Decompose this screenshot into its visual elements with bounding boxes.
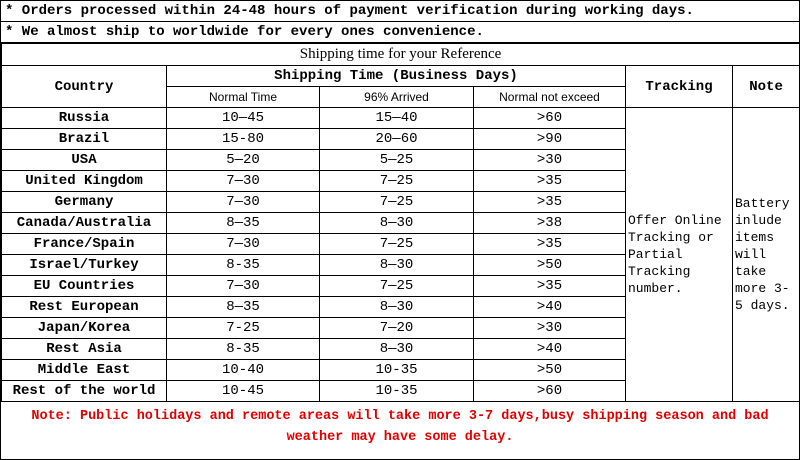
country-cell: Middle East [1, 359, 167, 381]
time-cell: >50 [473, 254, 626, 276]
country-cell: Rest of the world [1, 380, 167, 402]
time-cell: 8-35 [166, 254, 320, 276]
time-cell: 7—25 [319, 233, 474, 255]
note-cell: Battery inlude items will take more 3-5 … [731, 107, 800, 402]
time-cell: 20—60 [319, 128, 474, 150]
time-cell: >35 [473, 191, 626, 213]
data-row: United Kingdom 7—30 7—25 >35 [1, 170, 800, 192]
time-cell: 8—30 [319, 212, 474, 234]
time-cell: 7—25 [319, 191, 474, 213]
time-cell: >30 [473, 149, 626, 171]
time-cell: 7—30 [166, 233, 320, 255]
time-cell: >38 [473, 212, 626, 234]
time-cell: 8—30 [319, 338, 474, 360]
country-cell: Germany [1, 191, 167, 213]
header-cell: Country [1, 65, 167, 108]
time-cell: 10-40 [166, 359, 320, 381]
time-cell: 5—20 [166, 149, 320, 171]
header-cell: 96% Arrived [319, 86, 474, 108]
header-cell: Normal not exceed [473, 86, 626, 108]
country-cell: Russia [1, 107, 167, 129]
country-cell: France/Spain [1, 233, 167, 255]
data-row: Canada/Australia 8—35 8—30 >38 [1, 212, 800, 234]
time-cell: 15—40 [319, 107, 474, 129]
data-row: USA 5—20 5—25 >30 [1, 149, 800, 171]
time-cell: 7—20 [319, 317, 474, 339]
time-cell: 8—30 [319, 254, 474, 276]
time-cell: 7—25 [319, 170, 474, 192]
data-row: Russia 10—45 15—40 >60 Offer Online Tracking… [1, 107, 800, 402]
header-cell: Normal Time [166, 86, 320, 108]
country-cell: Rest European [1, 296, 167, 318]
time-cell: 7—25 [319, 275, 474, 297]
time-cell: >35 [473, 275, 626, 297]
country-cell: EU Countries [1, 275, 167, 297]
time-cell: >40 [473, 296, 626, 318]
header-cell: Tracking [625, 65, 733, 108]
time-cell: >50 [473, 359, 626, 381]
time-cell: 10-35 [319, 359, 474, 381]
time-cell: 10-35 [319, 380, 474, 402]
country-cell: Israel/Turkey [1, 254, 167, 276]
data-row: Rest of the world 10-45 10-35 >60 [1, 380, 800, 402]
time-cell: >35 [473, 170, 626, 192]
time-cell: 8—35 [166, 296, 320, 318]
header-row: Country Shipping Time (Business Days) Tr… [1, 65, 800, 108]
time-cell: 7-25 [166, 317, 320, 339]
table-title: Shipping time for your Reference [0, 43, 800, 66]
time-cell: 8-35 [166, 338, 320, 360]
data-row: Rest European 8—35 8—30 >40 [1, 296, 800, 318]
time-cell: >35 [473, 233, 626, 255]
tracking-cell: Offer Online Tracking or Partial Trackin… [625, 107, 733, 402]
country-cell: United Kingdom [1, 170, 167, 192]
title-row: Shipping time for your Reference [0, 43, 800, 66]
data-row: Rest Asia 8-35 8—30 >40 [1, 338, 800, 360]
note-line: * Orders processed within 24-48 hours of… [1, 1, 799, 22]
header-cell: Note [731, 65, 800, 108]
time-cell: >90 [473, 128, 626, 150]
footer-note: Note: Public holidays and remote areas w… [31, 409, 769, 445]
time-cell: 8—35 [166, 212, 320, 234]
data-row: Germany 7—30 7—25 >35 [1, 191, 800, 213]
data-row: EU Countries 7—30 7—25 >35 [1, 275, 800, 297]
time-cell: 7—30 [166, 275, 320, 297]
time-cell: >60 [473, 107, 626, 129]
time-cell: 10-45 [166, 380, 320, 402]
shipping-table: Shipping time for your Reference Country… [0, 43, 800, 402]
header-cell: Shipping Time (Business Days) [166, 65, 626, 87]
country-cell: Japan/Korea [1, 317, 167, 339]
time-cell: 8—30 [319, 296, 474, 318]
note-line: * We almost ship to worldwide for every … [1, 22, 799, 43]
country-cell: Canada/Australia [1, 212, 167, 234]
time-cell: >40 [473, 338, 626, 360]
country-cell: Brazil [1, 128, 167, 150]
time-cell: 7—30 [166, 191, 320, 213]
time-cell: 10—45 [166, 107, 320, 129]
time-cell: >30 [473, 317, 626, 339]
data-row: France/Spain 7—30 7—25 >35 [1, 233, 800, 255]
country-cell: Rest Asia [1, 338, 167, 360]
time-cell: 7—30 [166, 170, 320, 192]
table-body: Shipping time for your Reference Country… [0, 43, 800, 402]
country-cell: USA [1, 149, 167, 171]
time-cell: >60 [473, 380, 626, 402]
time-cell: 15-80 [166, 128, 320, 150]
time-cell: 5—25 [319, 149, 474, 171]
